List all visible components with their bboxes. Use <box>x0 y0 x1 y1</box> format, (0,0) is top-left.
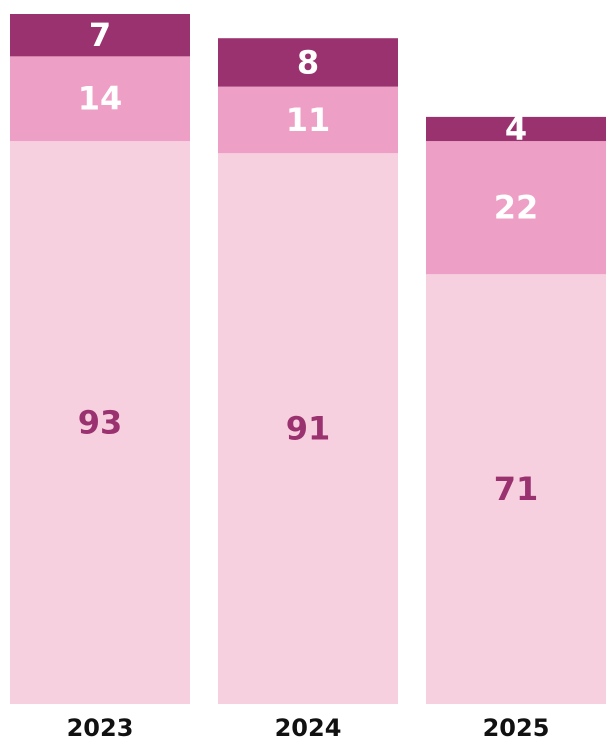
x-tick-label: 2024 <box>275 714 342 742</box>
x-tick-label: 2023 <box>67 714 134 742</box>
bar-segment <box>426 274 606 704</box>
x-tick-label: 2025 <box>483 714 550 742</box>
data-label: 71 <box>494 470 539 508</box>
bar-segment <box>218 86 398 154</box>
bar-segment <box>10 141 190 704</box>
bar-segment <box>10 56 190 142</box>
data-label: 4 <box>505 110 527 148</box>
bar-segment <box>218 38 398 87</box>
bar-segment <box>218 153 398 705</box>
data-label: 91 <box>286 410 331 448</box>
data-label: 11 <box>286 101 331 139</box>
data-label: 93 <box>78 404 123 442</box>
data-label: 8 <box>297 43 319 81</box>
data-label: 22 <box>494 189 539 227</box>
bar-segment <box>10 14 190 57</box>
data-label: 14 <box>78 80 123 118</box>
bar-segment <box>426 116 606 142</box>
data-label: 7 <box>89 16 111 54</box>
bar-segment <box>426 141 606 275</box>
